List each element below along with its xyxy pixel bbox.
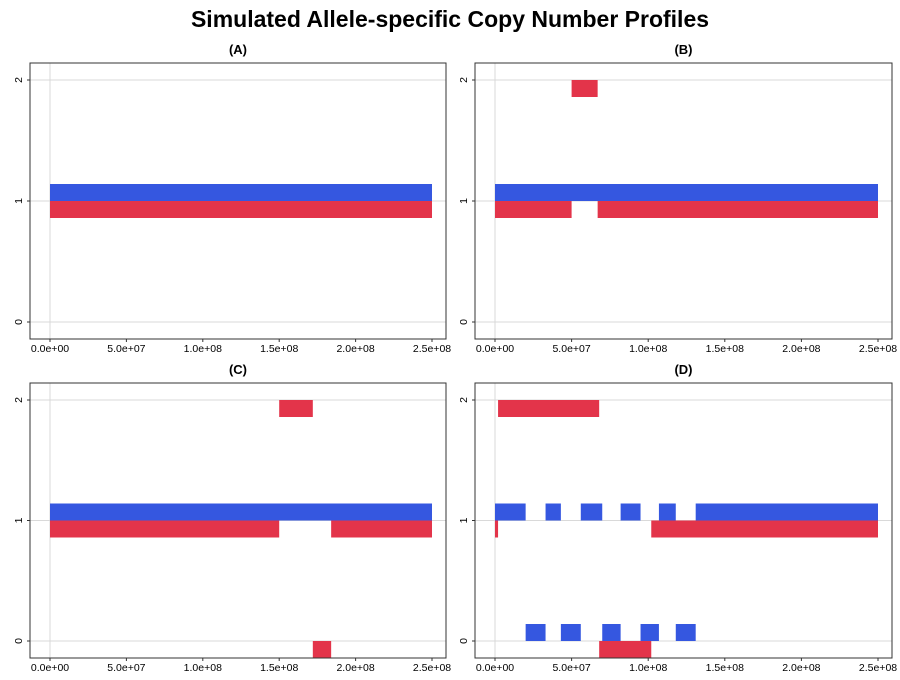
allele-b-segment — [495, 201, 572, 218]
allele-a-segment — [620, 503, 641, 521]
x-tick-label: 2.0e+08 — [336, 343, 374, 355]
y-tick-label: 1 — [458, 517, 470, 523]
allele-b-segment — [331, 520, 432, 538]
allele-a-segment — [640, 624, 659, 641]
allele-b-segment — [597, 201, 878, 218]
panel-1: (A) 0.0e+00 5.0e+07 1.0e+08 1.5e+08 2.0e+08 2.… — [13, 42, 451, 355]
x-tick-label: 2.5e+08 — [859, 662, 897, 674]
x-tick-label: 5.0e+07 — [107, 662, 145, 674]
x-tick-label: 0.0e+00 — [476, 343, 514, 355]
x-tick-label: 1.5e+08 — [706, 662, 744, 674]
x-tick-label: 1.0e+08 — [629, 662, 667, 674]
panels: (A) 0.0e+00 5.0e+07 1.0e+08 1.5e+08 2.0e+08 2.… — [13, 42, 897, 674]
x-tick-label: 2.5e+08 — [859, 343, 897, 355]
allele-a-segment — [675, 624, 696, 641]
y-tick-label: 2 — [458, 77, 470, 83]
allele-b-segment — [571, 80, 598, 97]
allele-a-segment — [560, 624, 581, 641]
allele-a-segment — [495, 503, 526, 521]
x-tick-label: 2.5e+08 — [413, 343, 451, 355]
panel-3: (C) 0.0e+00 5.0e+07 1.0e+08 1.5e+08 2.0e+08 2.… — [13, 362, 451, 674]
allele-b-segment — [651, 520, 878, 538]
figure-title: Simulated Allele-specific Copy Number Pr… — [191, 6, 709, 32]
allele-b-segment — [312, 641, 332, 658]
allele-a-segment — [658, 503, 676, 521]
panel-2: (B) 0.0e+00 5.0e+07 1.0e+08 1.5e+08 2.0e+08 2.… — [458, 42, 897, 355]
allele-b-segment — [498, 400, 600, 417]
allele-b-segment — [599, 641, 652, 658]
x-tick-label: 1.5e+08 — [260, 662, 298, 674]
allele-a-segment — [495, 184, 878, 201]
x-tick-label: 1.5e+08 — [260, 343, 298, 355]
allele-a-segment — [545, 503, 561, 521]
y-tick-label: 1 — [13, 198, 25, 204]
y-tick-label: 0 — [458, 638, 470, 644]
y-tick-label: 1 — [458, 198, 470, 204]
allele-b-segment — [50, 201, 432, 218]
x-tick-label: 2.0e+08 — [782, 343, 820, 355]
x-tick-label: 0.0e+00 — [31, 343, 69, 355]
allele-b-segment — [495, 520, 499, 538]
x-tick-label: 5.0e+07 — [552, 343, 590, 355]
panel-title: (D) — [674, 362, 692, 377]
allele-a-segment — [695, 503, 878, 521]
y-tick-label: 0 — [13, 319, 25, 325]
panel-4: (D) 0.0e+00 5.0e+07 1.0e+08 1.5e+08 2.0e+08 2.… — [458, 362, 897, 674]
x-tick-label: 5.0e+07 — [107, 343, 145, 355]
allele-a-segment — [50, 503, 432, 521]
y-tick-label: 2 — [458, 397, 470, 403]
x-tick-label: 1.5e+08 — [706, 343, 744, 355]
x-tick-label: 1.0e+08 — [184, 343, 222, 355]
allele-a-segment — [525, 624, 546, 641]
y-tick-label: 0 — [458, 319, 470, 325]
x-tick-label: 2.5e+08 — [413, 662, 451, 674]
x-tick-label: 1.0e+08 — [629, 343, 667, 355]
allele-b-segment — [50, 520, 280, 538]
y-tick-label: 1 — [13, 517, 25, 523]
allele-b-segment — [279, 400, 313, 417]
x-tick-label: 2.0e+08 — [336, 662, 374, 674]
x-tick-label: 0.0e+00 — [476, 662, 514, 674]
y-tick-label: 2 — [13, 77, 25, 83]
x-tick-label: 0.0e+00 — [31, 662, 69, 674]
x-tick-label: 2.0e+08 — [782, 662, 820, 674]
x-tick-label: 5.0e+07 — [552, 662, 590, 674]
y-tick-label: 2 — [13, 397, 25, 403]
allele-a-segment — [602, 624, 621, 641]
y-tick-label: 0 — [13, 638, 25, 644]
allele-a-segment — [580, 503, 603, 521]
allele-a-segment — [50, 184, 432, 201]
panel-title: (B) — [674, 42, 692, 57]
panel-title: (A) — [229, 42, 247, 57]
panel-title: (C) — [229, 362, 247, 377]
x-tick-label: 1.0e+08 — [184, 662, 222, 674]
